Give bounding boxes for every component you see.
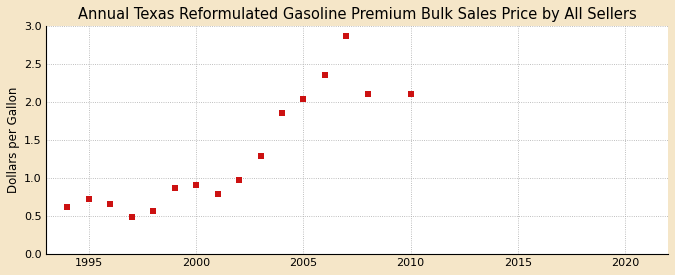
Point: [362, 92, 373, 97]
Point: [234, 178, 244, 182]
Point: [405, 92, 416, 97]
Point: [148, 208, 159, 213]
Title: Annual Texas Reformulated Gasoline Premium Bulk Sales Price by All Sellers: Annual Texas Reformulated Gasoline Premi…: [78, 7, 637, 22]
Y-axis label: Dollars per Gallon: Dollars per Gallon: [7, 87, 20, 193]
Point: [62, 205, 73, 209]
Point: [126, 214, 137, 219]
Point: [255, 154, 266, 158]
Point: [105, 202, 116, 207]
Point: [277, 110, 288, 115]
Point: [319, 73, 330, 78]
Point: [84, 197, 95, 201]
Point: [341, 34, 352, 38]
Point: [212, 192, 223, 196]
Point: [298, 97, 309, 101]
Point: [191, 183, 202, 188]
Point: [169, 186, 180, 190]
